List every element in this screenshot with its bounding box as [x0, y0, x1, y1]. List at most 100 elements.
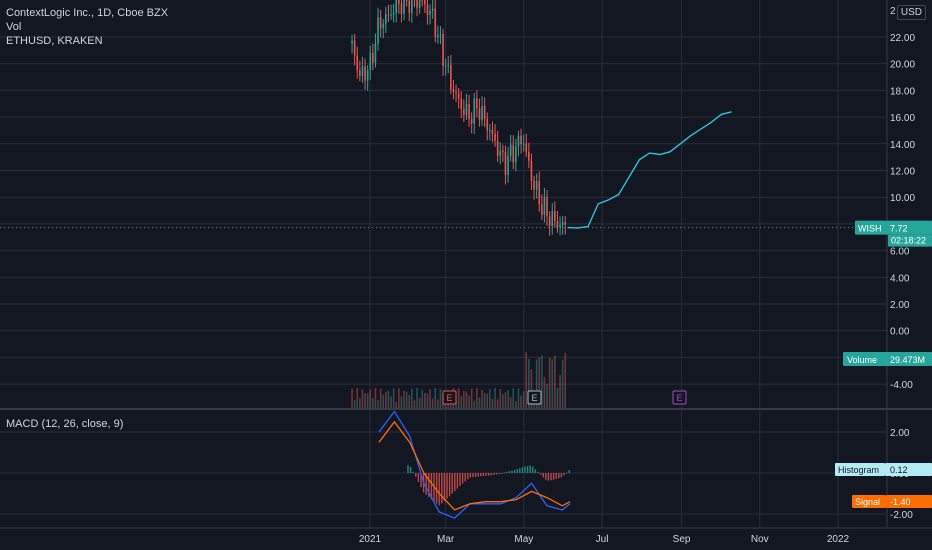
candle-body — [556, 220, 559, 228]
candle-body — [559, 225, 561, 228]
earnings-event-marker — [672, 390, 687, 405]
candle-body — [382, 23, 385, 29]
candle-body — [491, 129, 494, 134]
macd-histogram-bar — [407, 465, 409, 473]
candle-body — [385, 14, 387, 24]
time-tick-label: 2021 — [359, 534, 382, 545]
macd-histogram-bar — [560, 473, 563, 478]
earnings-event-label: E — [531, 393, 537, 403]
candle-body — [442, 33, 444, 66]
candle-body — [398, 0, 400, 4]
candle-body — [390, 14, 392, 16]
price-tick-label: 18.00 — [890, 86, 915, 97]
macd-histogram-bar — [506, 471, 508, 473]
volume-bar — [559, 375, 561, 408]
volume-legend[interactable]: Vol — [6, 21, 22, 33]
macd-histogram-bar — [412, 471, 414, 473]
volume-bar — [507, 390, 509, 408]
candle-body — [377, 17, 379, 44]
macd-histogram-bar — [472, 473, 474, 478]
candle-body — [374, 43, 377, 63]
symbol-title[interactable]: ContextLogic Inc., 1D, Cboe BZX — [6, 7, 169, 19]
signal-line — [378, 420, 571, 511]
candle-body — [502, 150, 504, 152]
macd-histogram-bar — [539, 473, 542, 475]
price-tick-label: -4.00 — [890, 380, 913, 391]
volume-bar — [385, 391, 387, 408]
price-tick-label: 22.00 — [890, 33, 915, 44]
candle-body — [561, 222, 564, 226]
macd-histogram-bar — [443, 473, 446, 502]
macd-pane — [378, 410, 571, 519]
time-tick-label: Nov — [751, 534, 769, 545]
macd-histogram-bar — [417, 473, 420, 482]
countdown-value: 02:18:22 — [891, 236, 926, 246]
candle-body — [437, 35, 439, 37]
volume-bar — [512, 388, 515, 408]
volume-bar — [496, 399, 499, 408]
candle-body — [455, 91, 457, 93]
volume-bar — [421, 389, 424, 408]
macd-histogram-bar — [430, 473, 433, 500]
macd-histogram-bar — [487, 473, 490, 476]
candle-body — [379, 17, 382, 29]
candle-body — [465, 103, 468, 115]
macd-histogram-bar — [558, 473, 560, 479]
macd-histogram-bar — [537, 472, 539, 474]
volume-bar — [374, 388, 377, 408]
volume-bar — [411, 388, 413, 408]
volume-bar — [377, 400, 379, 408]
macd-histogram-bar — [415, 473, 417, 477]
candle-body — [507, 155, 509, 175]
volume-bar — [489, 389, 491, 408]
candle-body — [546, 196, 548, 217]
volume-bar — [556, 387, 559, 408]
volume-bar — [561, 359, 564, 408]
candle-body — [408, 0, 411, 14]
macd-histogram-bar — [550, 473, 552, 481]
candle-body — [457, 92, 460, 99]
wish-price-badge-bg — [855, 220, 932, 235]
candle-body — [359, 70, 361, 76]
candle-body — [504, 151, 507, 175]
macd-histogram-bar — [500, 472, 503, 474]
macd-histogram-bar — [503, 472, 505, 474]
axes: 22.0020.0018.0016.0014.0012.0010.008.006… — [359, 6, 916, 545]
macd-histogram-bar — [482, 473, 485, 477]
macd-legend[interactable]: MACD (12, 26, close, 9) — [6, 418, 124, 430]
volume-bar — [509, 397, 512, 408]
volume-bar — [491, 398, 494, 408]
macd-histogram-bar — [409, 466, 412, 473]
candle-body — [351, 40, 353, 44]
candle-body — [564, 222, 567, 225]
macd-histogram-bar — [480, 473, 482, 477]
volume-bar — [543, 377, 546, 408]
candle-body — [447, 65, 450, 67]
candle-body — [452, 89, 455, 92]
volume-bar — [502, 394, 504, 408]
candle-body — [395, 0, 398, 13]
price-tick-label-top: 2 — [890, 6, 896, 17]
volume-bar — [476, 388, 478, 408]
macd-histogram-bar — [565, 472, 568, 474]
macd-histogram-bar — [461, 473, 464, 484]
volume-bar — [465, 391, 468, 408]
macd-histogram-bar — [459, 473, 461, 487]
volume-bar — [468, 395, 470, 408]
candle-body — [522, 143, 525, 145]
macd-histogram-bar — [456, 473, 459, 489]
macd-histogram-bar — [563, 473, 565, 476]
volume-bar — [434, 388, 437, 408]
candle-body — [535, 181, 538, 190]
candle-body — [361, 66, 364, 76]
currency-badge[interactable]: USD — [896, 5, 926, 20]
compare-legend[interactable]: ETHUSD, KRAKEN — [6, 35, 103, 47]
volume-bar — [387, 390, 390, 408]
volume-bar — [528, 359, 530, 408]
macd-histogram-bar — [516, 469, 518, 473]
grid — [0, 0, 932, 529]
volume-bar — [413, 400, 416, 408]
volume-bar — [522, 391, 525, 408]
time-tick-label: May — [514, 534, 533, 545]
